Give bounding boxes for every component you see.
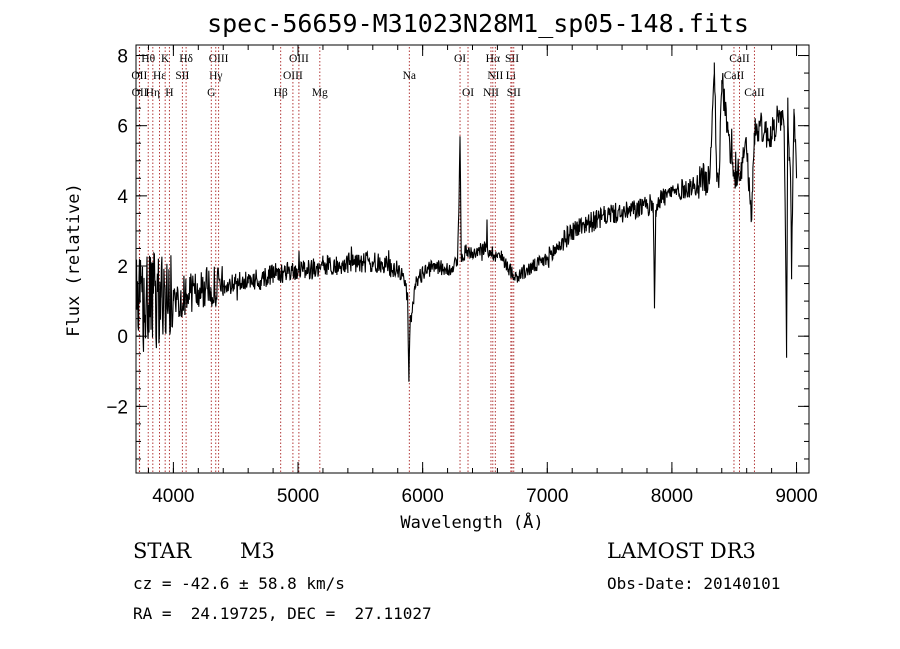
line-label: OI (454, 53, 466, 65)
line-label: Hβ (274, 87, 288, 99)
series-line (135, 62, 798, 382)
line-label: CaII (744, 87, 765, 99)
line-label: Hγ (209, 70, 222, 82)
y-tick-label: 0 (117, 327, 128, 348)
line-label: Hη (146, 87, 160, 99)
object-class: STAR (133, 539, 192, 563)
survey-name: LAMOST DR3 (607, 539, 756, 563)
line-label: Hε (153, 70, 166, 82)
line-label: G (207, 87, 215, 99)
line-label: NII (487, 70, 503, 82)
line-label: Na (403, 70, 416, 82)
y-tick-label: 6 (117, 117, 128, 138)
line-label: Hα (486, 53, 500, 65)
observation-date: Obs-Date: 20140101 (607, 574, 781, 593)
y-tick-label: 2 (117, 257, 128, 278)
line-label: SII (175, 70, 189, 82)
redshift-cz: cz = -42.6 ± 58.8 km/s (133, 574, 345, 593)
plot-frame (135, 44, 810, 474)
y-tick-label: 4 (117, 187, 128, 208)
x-tick-label: 9000 (775, 486, 817, 507)
x-tick-label: 5000 (277, 486, 319, 507)
y-tick-label: −2 (106, 397, 128, 418)
line-label: CaII (729, 53, 750, 65)
x-tick-label: 7000 (526, 486, 568, 507)
line-label: OI (462, 87, 474, 99)
line-label: SII (507, 87, 521, 99)
object-subclass: M3 (240, 539, 275, 563)
line-label: Hθ (141, 53, 155, 65)
y-tick-label: 8 (117, 47, 128, 68)
line-label: CaII (724, 70, 745, 82)
y-axis-label: Flux (relative) (64, 183, 84, 337)
line-label: OIII (209, 53, 229, 65)
chart-title: spec-56659-M31023N28M1_sp05-148.fits (207, 9, 749, 38)
x-tick-label: 6000 (402, 486, 444, 507)
x-axis-label: Wavelength (Å) (400, 511, 543, 533)
line-label: H (165, 87, 173, 99)
line-label: Hδ (179, 53, 193, 65)
line-label: SII (505, 53, 519, 65)
axis-ticks: 4000 5000 6000 7000 8000 9000 −2 0 2 4 6 8 (106, 45, 818, 507)
line-label: OIII (283, 70, 303, 82)
line-label: NII (483, 87, 499, 99)
line-label: Mg (312, 87, 328, 99)
line-label: Li (506, 70, 516, 82)
x-tick-label: 8000 (651, 486, 693, 507)
line-label: K (161, 53, 170, 65)
sky-coordinates: RA = 24.19725, DEC = 27.11027 (133, 604, 432, 623)
x-tick-label: 4000 (152, 486, 194, 507)
line-label: OIII (289, 53, 309, 65)
